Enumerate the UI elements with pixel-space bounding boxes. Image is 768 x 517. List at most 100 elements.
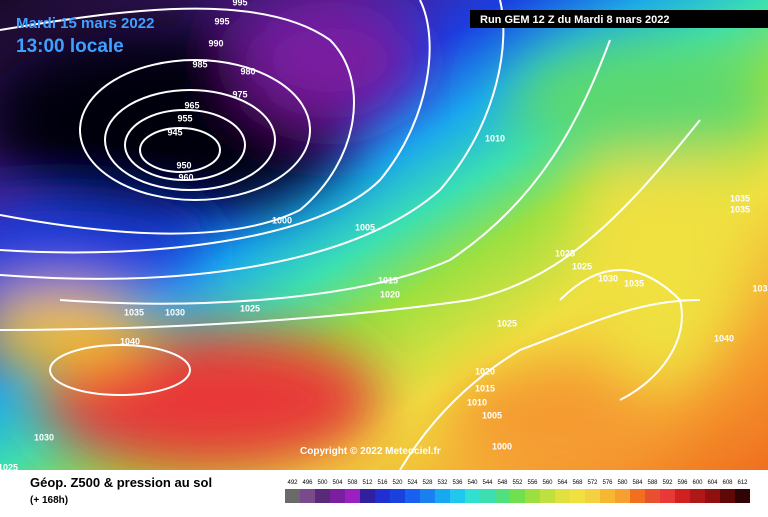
scale-label: 552 <box>512 480 523 486</box>
scale-label: 612 <box>737 480 748 486</box>
scale-label: 592 <box>662 480 673 486</box>
scale-label: 568 <box>572 480 583 486</box>
scale-label: 564 <box>557 480 568 486</box>
isobar-label: 960 <box>178 172 193 182</box>
isobar-label: 955 <box>177 113 192 123</box>
scale-label: 520 <box>392 480 403 486</box>
scale-label: 548 <box>497 480 508 486</box>
isobar-label: 1030 <box>34 432 54 442</box>
scale-swatch <box>630 489 645 503</box>
scale-label: 532 <box>437 480 448 486</box>
scale-swatch <box>300 489 315 503</box>
scale-swatch <box>330 489 345 503</box>
scale-label: 508 <box>347 480 358 486</box>
scale-label: 500 <box>317 480 328 486</box>
scale-swatch <box>720 489 735 503</box>
isobar-label: 1040 <box>120 336 140 346</box>
scale-label: 536 <box>452 480 463 486</box>
isobar-label: 985 <box>192 59 207 69</box>
scale-swatch <box>405 489 420 503</box>
isobar-label: 1020 <box>475 366 495 376</box>
scale-swatch <box>345 489 360 503</box>
isobar-label: 1035 <box>730 193 750 203</box>
scale-label: 524 <box>407 480 418 486</box>
scale-swatch <box>705 489 720 503</box>
isobars <box>0 0 700 470</box>
scale-swatch <box>375 489 390 503</box>
scale-swatch <box>285 489 300 503</box>
isobar-label: 1010 <box>467 397 487 407</box>
scale-label: 576 <box>602 480 613 486</box>
isobar-label: 995 <box>214 16 229 26</box>
scale-label: 544 <box>482 480 493 486</box>
scale-swatch <box>435 489 450 503</box>
scale-swatch <box>540 489 555 503</box>
isobar-label: 1020 <box>380 289 400 299</box>
scale-label: 608 <box>722 480 733 486</box>
scale-label: 580 <box>617 480 628 486</box>
scale-swatch <box>420 489 435 503</box>
isobar-label: 1025 <box>0 462 18 472</box>
isobar-label: 975 <box>232 89 247 99</box>
scale-swatch <box>555 489 570 503</box>
run-box <box>470 10 768 28</box>
isobar-label: 1025 <box>240 303 260 313</box>
scale-swatch <box>615 489 630 503</box>
scale-swatch <box>480 489 495 503</box>
isobar-label: 1015 <box>378 275 398 285</box>
isobar-label: 980 <box>240 66 255 76</box>
isobar-label: 1025 <box>555 248 575 258</box>
date-label: Mardi 15 mars 2022 <box>16 15 154 32</box>
scale-swatch <box>690 489 705 503</box>
isobar-label: 1000 <box>492 441 512 451</box>
scale-swatch <box>525 489 540 503</box>
scale-label: 556 <box>527 480 538 486</box>
isobar-label: 945 <box>167 127 182 137</box>
isobar-label: 1000 <box>272 215 292 225</box>
footer-title: Géop. Z500 & pression au sol <box>30 475 212 490</box>
isobar-label: 103 <box>752 283 767 293</box>
isobar-label: 1035 <box>624 278 644 288</box>
scale-label: 540 <box>467 480 478 486</box>
scale-label: 572 <box>587 480 598 486</box>
isobar-label: 1040 <box>714 333 734 343</box>
isobar-label: 1005 <box>355 222 375 232</box>
scale-swatch <box>450 489 465 503</box>
isobar-label: 1030 <box>165 307 185 317</box>
isobar-label: 990 <box>208 38 223 48</box>
isobar-labels: 995 995 990 985 980 975 965 955 945 950 960 1000 100… <box>0 0 768 472</box>
scale-label: 588 <box>647 480 658 486</box>
scale-label: 492 <box>287 480 298 486</box>
scale-swatch <box>645 489 660 503</box>
isobar-label: 1005 <box>482 410 502 420</box>
scale-swatch <box>600 489 615 503</box>
isobar-label: 1010 <box>485 133 505 143</box>
isobar-label: 1035 <box>730 204 750 214</box>
isobar-label: 1030 <box>598 273 618 283</box>
scale-swatch <box>735 489 750 503</box>
scale-swatch <box>495 489 510 503</box>
isobar-label: 1025 <box>497 318 517 328</box>
scale-label: 504 <box>332 480 343 486</box>
scale-label: 596 <box>677 480 688 486</box>
isobar-label: 1035 <box>124 307 144 317</box>
scale-swatch <box>570 489 585 503</box>
isobar-label: 1015 <box>475 383 495 393</box>
scale-label: 584 <box>632 480 643 486</box>
time-label: 13:00 locale <box>16 36 124 57</box>
run-label: Run GEM 12 Z du Mardi 8 mars 2022 <box>480 14 670 26</box>
scale-swatch <box>360 489 375 503</box>
scale-label: 512 <box>362 480 373 486</box>
scale-label: 560 <box>542 480 553 486</box>
scale-swatch <box>585 489 600 503</box>
scale-swatch <box>390 489 405 503</box>
scale-swatch <box>315 489 330 503</box>
isobar-label: 950 <box>176 160 191 170</box>
scale-label: 496 <box>302 480 313 486</box>
field <box>0 0 768 470</box>
copyright: Copyright © 2022 Meteociel.fr <box>300 446 441 457</box>
scale-label: 600 <box>692 480 703 486</box>
scale-swatch <box>465 489 480 503</box>
scale-swatch <box>675 489 690 503</box>
